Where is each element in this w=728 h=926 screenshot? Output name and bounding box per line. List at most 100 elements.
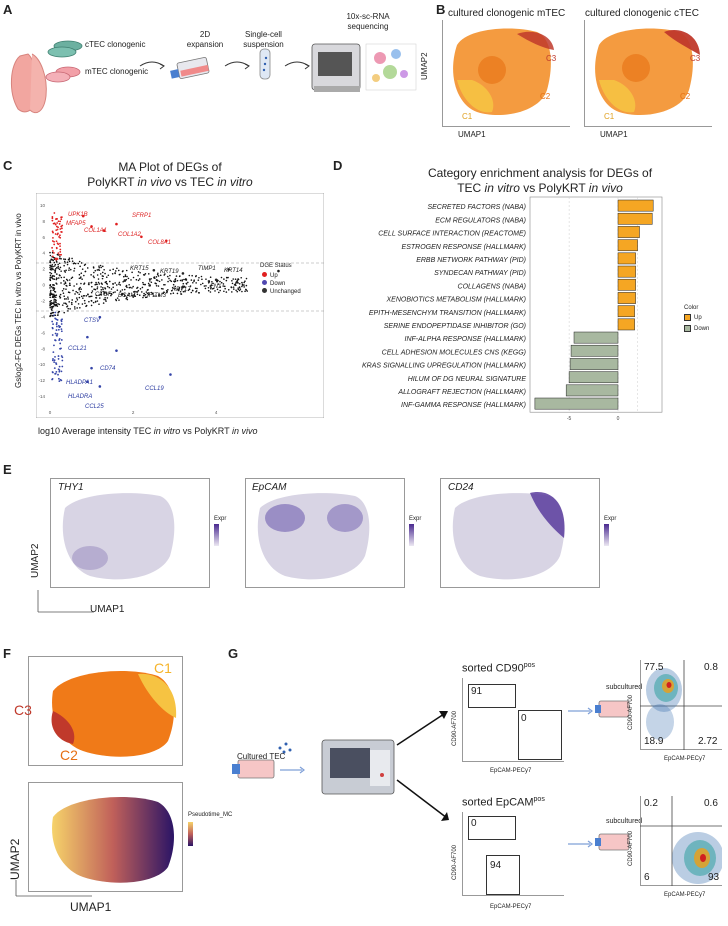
ma-bg-point: [128, 286, 131, 289]
ma-bg-point: [217, 291, 220, 294]
ma-bg-point: [137, 289, 140, 292]
ma-bg-point: [53, 287, 55, 290]
ma-bg-point: [63, 276, 65, 279]
ma-bg-point: [91, 290, 94, 292]
ctec-cells-icon: [47, 40, 83, 58]
ma-down-point: [55, 323, 58, 326]
ma-bg-point: [179, 290, 182, 293]
bar-11: [570, 344, 619, 357]
ma-bg-point: [99, 273, 102, 275]
ma-bg-point: [49, 268, 52, 271]
ma-title-line2: PolyKRT in vivo vs TEC in vitro: [87, 175, 253, 189]
ma-bg-point: [239, 288, 242, 290]
gene-hladpa1: HLADPA1: [66, 380, 93, 386]
gate-cd90-bottom-box: [518, 710, 562, 760]
ma-unchanged-gene-point-0: [152, 268, 156, 272]
ma-x-tick-2: 4: [215, 410, 218, 415]
panel-d-label: D: [333, 158, 343, 173]
ma-bg-point: [66, 305, 68, 308]
ma-bg-point: [198, 276, 200, 279]
ma-bg-point: [241, 290, 243, 293]
ma-bg-point: [96, 300, 99, 302]
ma-bg-point: [136, 291, 139, 293]
ma-bg-point: [76, 307, 78, 309]
ma-bg-point: [172, 292, 175, 295]
ma-bg-point: [216, 280, 219, 283]
ma-bg-point: [68, 267, 71, 269]
ma-bg-point: [236, 279, 239, 282]
ma-bg-point: [58, 303, 61, 306]
ma-bg-point: [241, 281, 243, 284]
ma-down-point: [58, 370, 61, 373]
ma-bg-point: [80, 262, 83, 264]
ma-bg-point: [55, 277, 58, 279]
bar-4: [617, 252, 636, 265]
bar-label-8: EPITH-MESENCHYM TRANSITION (HALLMARK): [369, 310, 526, 317]
ma-bg-point: [106, 285, 109, 288]
ma-bg-point: [137, 274, 139, 277]
ma-bg-point: [222, 285, 224, 287]
bar-label-13: HILUM OF DG NEURAL SIGNATURE: [408, 376, 527, 383]
ma-y-tick-11: -12: [38, 378, 45, 383]
ma-bg-point: [110, 293, 113, 296]
gate2-yaxis: CD90-AF700: [452, 844, 458, 880]
ma-bg-point: [79, 290, 82, 293]
ma-bg-point: [234, 278, 237, 280]
panel-b-label: B: [436, 2, 446, 17]
ma-bg-point: [227, 276, 229, 279]
ma-bg-point: [54, 268, 57, 270]
ma-bg-point: [66, 263, 69, 266]
ma-down-point: [57, 377, 60, 380]
ma-bg-point: [156, 273, 159, 276]
ma-bg-point: [56, 266, 58, 269]
bar-label-12: KRAS SIGNALLING UPREGULATION (HALLMARK): [362, 363, 526, 370]
bar-0: [617, 199, 654, 212]
ma-bg-point: [62, 288, 65, 290]
gene-ccl19: CCL19: [145, 386, 164, 392]
flow1-xaxis: EpCAM-PECy7: [664, 756, 706, 762]
ma-bg-point: [147, 293, 150, 296]
ma-up-point: [59, 242, 61, 245]
ma-bg-point: [78, 273, 81, 276]
ma-bg-point: [238, 286, 241, 288]
ma-bg-point: [212, 282, 214, 285]
ma-bg-point: [71, 257, 73, 260]
ma-bg-point: [50, 276, 53, 279]
ma-bg-point: [49, 287, 51, 289]
ma-bg-point: [155, 295, 157, 297]
ma-bg-point: [57, 263, 59, 266]
ma-bg-point: [79, 265, 81, 268]
ma-bg-point: [227, 288, 230, 291]
ma-bg-point: [62, 280, 65, 282]
ma-bg-point: [185, 283, 188, 285]
ma-bg-point: [69, 268, 72, 271]
ma-bg-point: [143, 294, 145, 297]
ma-bg-point: [220, 276, 223, 279]
ma-bg-point: [104, 298, 107, 301]
ma-bg-point: [57, 314, 59, 316]
ma-bg-point: [124, 275, 127, 278]
ma-y-tick-4: 2: [42, 267, 45, 272]
ma-bg-point: [172, 283, 175, 286]
ma-up-point: [60, 218, 63, 221]
ma-bg-point: [176, 279, 179, 282]
ma-bg-point: [53, 301, 55, 304]
ma-down-point: [53, 367, 56, 370]
ma-bg-point: [90, 274, 92, 276]
flask-icon: [170, 57, 210, 79]
ma-bg-point: [131, 287, 133, 289]
ma-bg-point: [123, 293, 125, 295]
ma-bg-point: [207, 289, 210, 292]
ma-unchanged-gene-point-5: [214, 278, 218, 282]
ma-bg-point: [210, 284, 213, 286]
ma-y-tick-8: -6: [41, 330, 45, 335]
ma-bg-point: [57, 302, 59, 305]
ma-up-point: [55, 229, 58, 232]
sequencer-icon: [311, 43, 361, 92]
ma-bg-point: [100, 266, 102, 269]
ma-up-point: [56, 258, 59, 260]
ma-bg-point: [61, 289, 64, 292]
ma-bg-point: [65, 298, 67, 300]
ma-bg-point: [163, 283, 165, 286]
flow-epcam-density: [640, 796, 722, 886]
